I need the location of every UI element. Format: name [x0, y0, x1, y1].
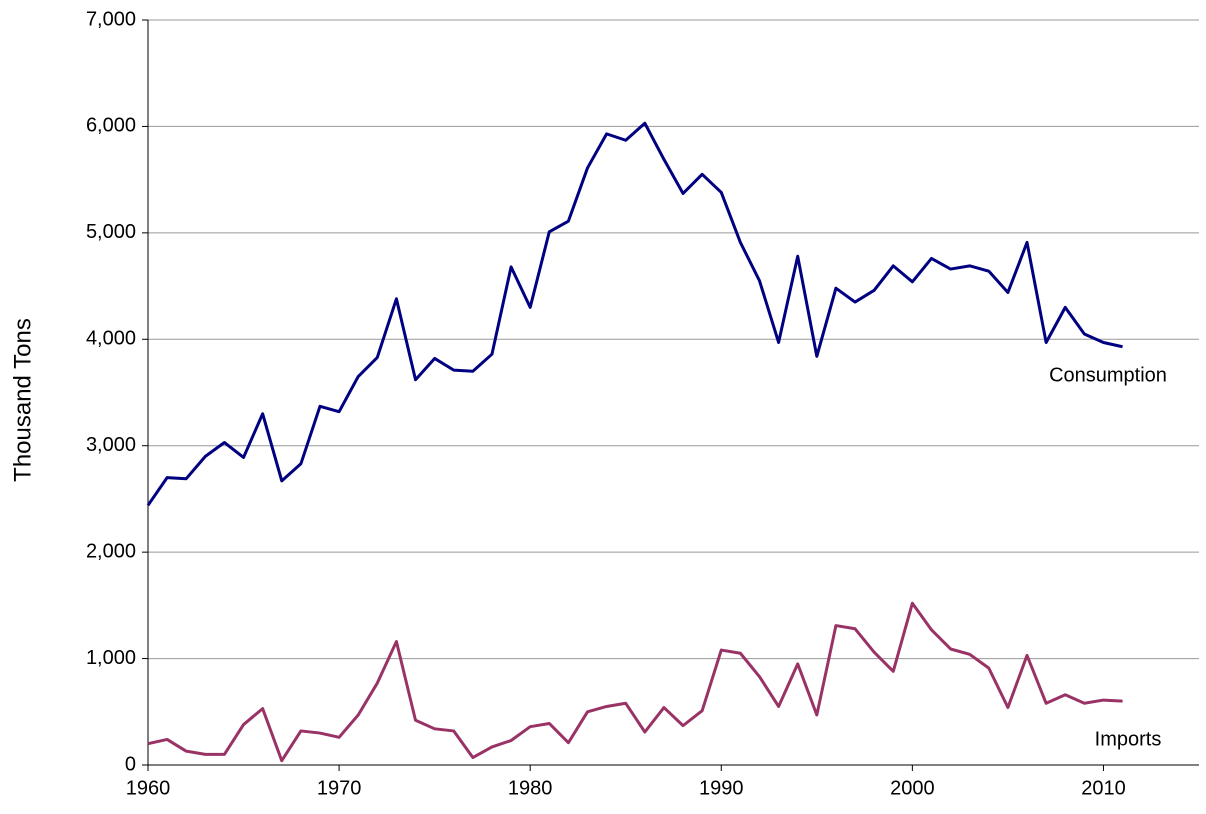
y-tick-label: 0 — [125, 753, 136, 775]
x-tick-label: 2000 — [890, 777, 935, 799]
line-series — [146, 121, 1123, 507]
x-tick-label: 1980 — [508, 777, 553, 799]
x-tick-label: 2010 — [1081, 777, 1126, 799]
x-tick-label: 1960 — [126, 777, 171, 799]
x-tick-label: 1970 — [317, 777, 362, 799]
y-tick-label: 6,000 — [86, 115, 136, 137]
y-tick-label: 7,000 — [86, 8, 136, 30]
y-axis-label: Thousand Tons — [9, 318, 36, 482]
y-tick-label: 3,000 — [86, 434, 136, 456]
y-tick-label: 4,000 — [86, 328, 136, 350]
y-tick-label: 2,000 — [86, 540, 136, 562]
y-tick-label: 1,000 — [86, 647, 136, 669]
x-tick-label: 1990 — [699, 777, 744, 799]
line-series — [147, 601, 1123, 763]
y-tick-label: 5,000 — [86, 221, 136, 243]
series-label: Imports — [1095, 728, 1162, 750]
series-label: Consumption — [1049, 364, 1167, 386]
